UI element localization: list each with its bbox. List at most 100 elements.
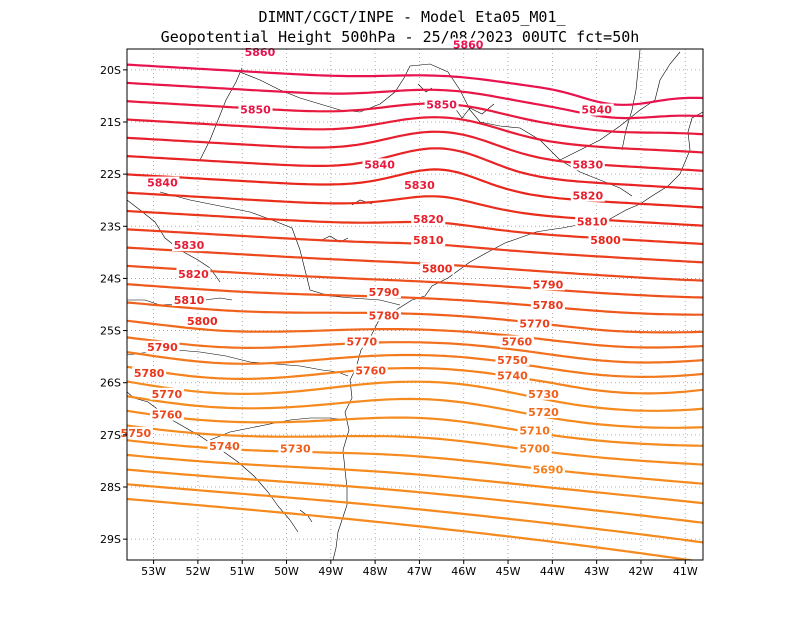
contour-5830: [127, 116, 703, 154]
contour-label-5810: 5810: [577, 216, 608, 229]
chart-subtitle: Geopotential Height 500hPa - 25/08/2023 …: [161, 28, 640, 46]
x-tick-label: 41W: [673, 565, 698, 578]
contour-label-5750: 5750: [121, 427, 152, 440]
contour-label-bg: [526, 406, 561, 418]
contour-label-5690: 5690: [533, 463, 564, 476]
contour-5680: [127, 380, 703, 412]
contour-label-5700: 5700: [519, 443, 550, 456]
contour-5660: [127, 409, 703, 447]
contour-label-5710: 5710: [519, 424, 550, 437]
x-tick-label: 46W: [451, 565, 476, 578]
contour-label-5830: 5830: [404, 179, 435, 192]
contour-5810: [127, 147, 703, 191]
contour-label-5790: 5790: [369, 286, 400, 299]
contour-label-5780: 5780: [134, 367, 165, 380]
contour-label-5830: 5830: [572, 158, 603, 171]
y-tick-label: 20S: [100, 64, 121, 77]
contour-label-5760: 5760: [152, 409, 183, 422]
x-axis: 53W 52W 51W 50W 49W 48W 47W 46W 45W 44W 43W 42W 41W: [141, 560, 698, 578]
contour-label-5800: 5800: [187, 315, 218, 328]
contour-label-5840: 5840: [364, 158, 395, 171]
contour-label-bg: [517, 317, 552, 330]
y-tick-label: 27S: [100, 429, 121, 442]
contour-label-bg: [420, 262, 455, 275]
contour-label-bg: [526, 387, 561, 400]
contour-label-bg: [499, 335, 534, 348]
contour-label-5860: 5860: [453, 38, 484, 51]
contour-label-5780: 5780: [369, 310, 400, 323]
plot-frame: [126, 48, 704, 561]
contour-label-bg: [145, 176, 180, 189]
contour-label-5800: 5800: [590, 234, 621, 247]
state-border-rio: [559, 51, 681, 161]
contour-label-5830: 5830: [174, 239, 205, 252]
x-tick-label: 42W: [629, 565, 654, 578]
contour-label-bg: [207, 439, 242, 452]
x-tick-label: 43W: [584, 565, 609, 578]
contour-label-bg: [451, 38, 486, 51]
contour-label-bg: [344, 335, 379, 348]
contour-label-bg: [362, 158, 397, 171]
y-tick-label: 23S: [100, 220, 121, 233]
contour-label-bg: [278, 442, 313, 455]
contour-label-5850: 5850: [240, 104, 271, 117]
x-tick-label: 50W: [274, 565, 299, 578]
contour-label-bg: [424, 98, 459, 111]
contour-label-5760: 5760: [502, 336, 533, 349]
chart-title: DIMNT/CGCT/INPE - Model Eta05_M01_: [258, 8, 566, 26]
reservoir-paranapanema: [321, 235, 349, 243]
contour-label-5790: 5790: [147, 341, 178, 354]
x-tick-label: 44W: [540, 565, 565, 578]
x-tick-label: 47W: [407, 565, 432, 578]
contour-label-bg: [495, 353, 530, 366]
y-tick-label: 26S: [100, 377, 121, 390]
state-border-sao-paulo: [159, 191, 401, 306]
contour-5620: [127, 468, 703, 524]
contour-5650: [127, 424, 703, 466]
contour-label-bg: [579, 103, 614, 116]
contour-label-bg: [570, 189, 605, 202]
contour-label-bg: [588, 233, 623, 246]
y-tick-label: 28S: [100, 481, 121, 494]
contour-label-5780: 5780: [533, 299, 564, 312]
contour-label-bg: [411, 213, 446, 226]
contour-label-5770: 5770: [152, 388, 183, 401]
y-tick-label: 21S: [100, 116, 121, 129]
contour-label-5770: 5770: [519, 317, 550, 330]
contour-label-bg: [132, 366, 167, 379]
contour-label-5840: 5840: [147, 177, 178, 190]
contour-label-bg: [172, 293, 207, 306]
contour-5840: [127, 100, 703, 136]
x-tick-label: 51W: [230, 565, 255, 578]
contour-label-5850: 5850: [426, 98, 457, 111]
y-tick-label: 24S: [100, 272, 121, 285]
contour-5750: [127, 264, 703, 299]
contour-label-bg: [495, 369, 530, 382]
x-tick-label: 49W: [318, 565, 343, 578]
contour-label-5810: 5810: [174, 294, 205, 307]
contour-5850: [127, 81, 703, 120]
contour-label-bg: [570, 158, 605, 171]
contour-label-5820: 5820: [572, 190, 603, 203]
contour-5820: [127, 130, 703, 172]
contour-label-5730: 5730: [280, 443, 311, 456]
contour-label-bg: [172, 239, 207, 252]
state-border-espirito-santo: [621, 49, 641, 151]
contour-label-5730: 5730: [528, 388, 559, 401]
contour-label-5820: 5820: [413, 213, 444, 226]
contour-label-bg: [366, 309, 401, 322]
contour-label-bg: [402, 179, 437, 192]
contour-label-bg: [145, 340, 180, 353]
contour-5600: [127, 497, 697, 560]
contour-label-5840: 5840: [581, 104, 612, 117]
contour-5740: [127, 283, 703, 316]
contour-label-5740: 5740: [209, 440, 240, 453]
state-border-goias: [199, 67, 243, 161]
contour-label-bg: [517, 442, 552, 455]
contour-5610: [127, 483, 703, 544]
y-tick-label: 25S: [100, 325, 121, 338]
y-tick-label: 29S: [100, 533, 121, 546]
contour-label-5790: 5790: [533, 278, 564, 291]
contour-label-5770: 5770: [347, 336, 378, 349]
x-tick-label: 45W: [496, 565, 521, 578]
